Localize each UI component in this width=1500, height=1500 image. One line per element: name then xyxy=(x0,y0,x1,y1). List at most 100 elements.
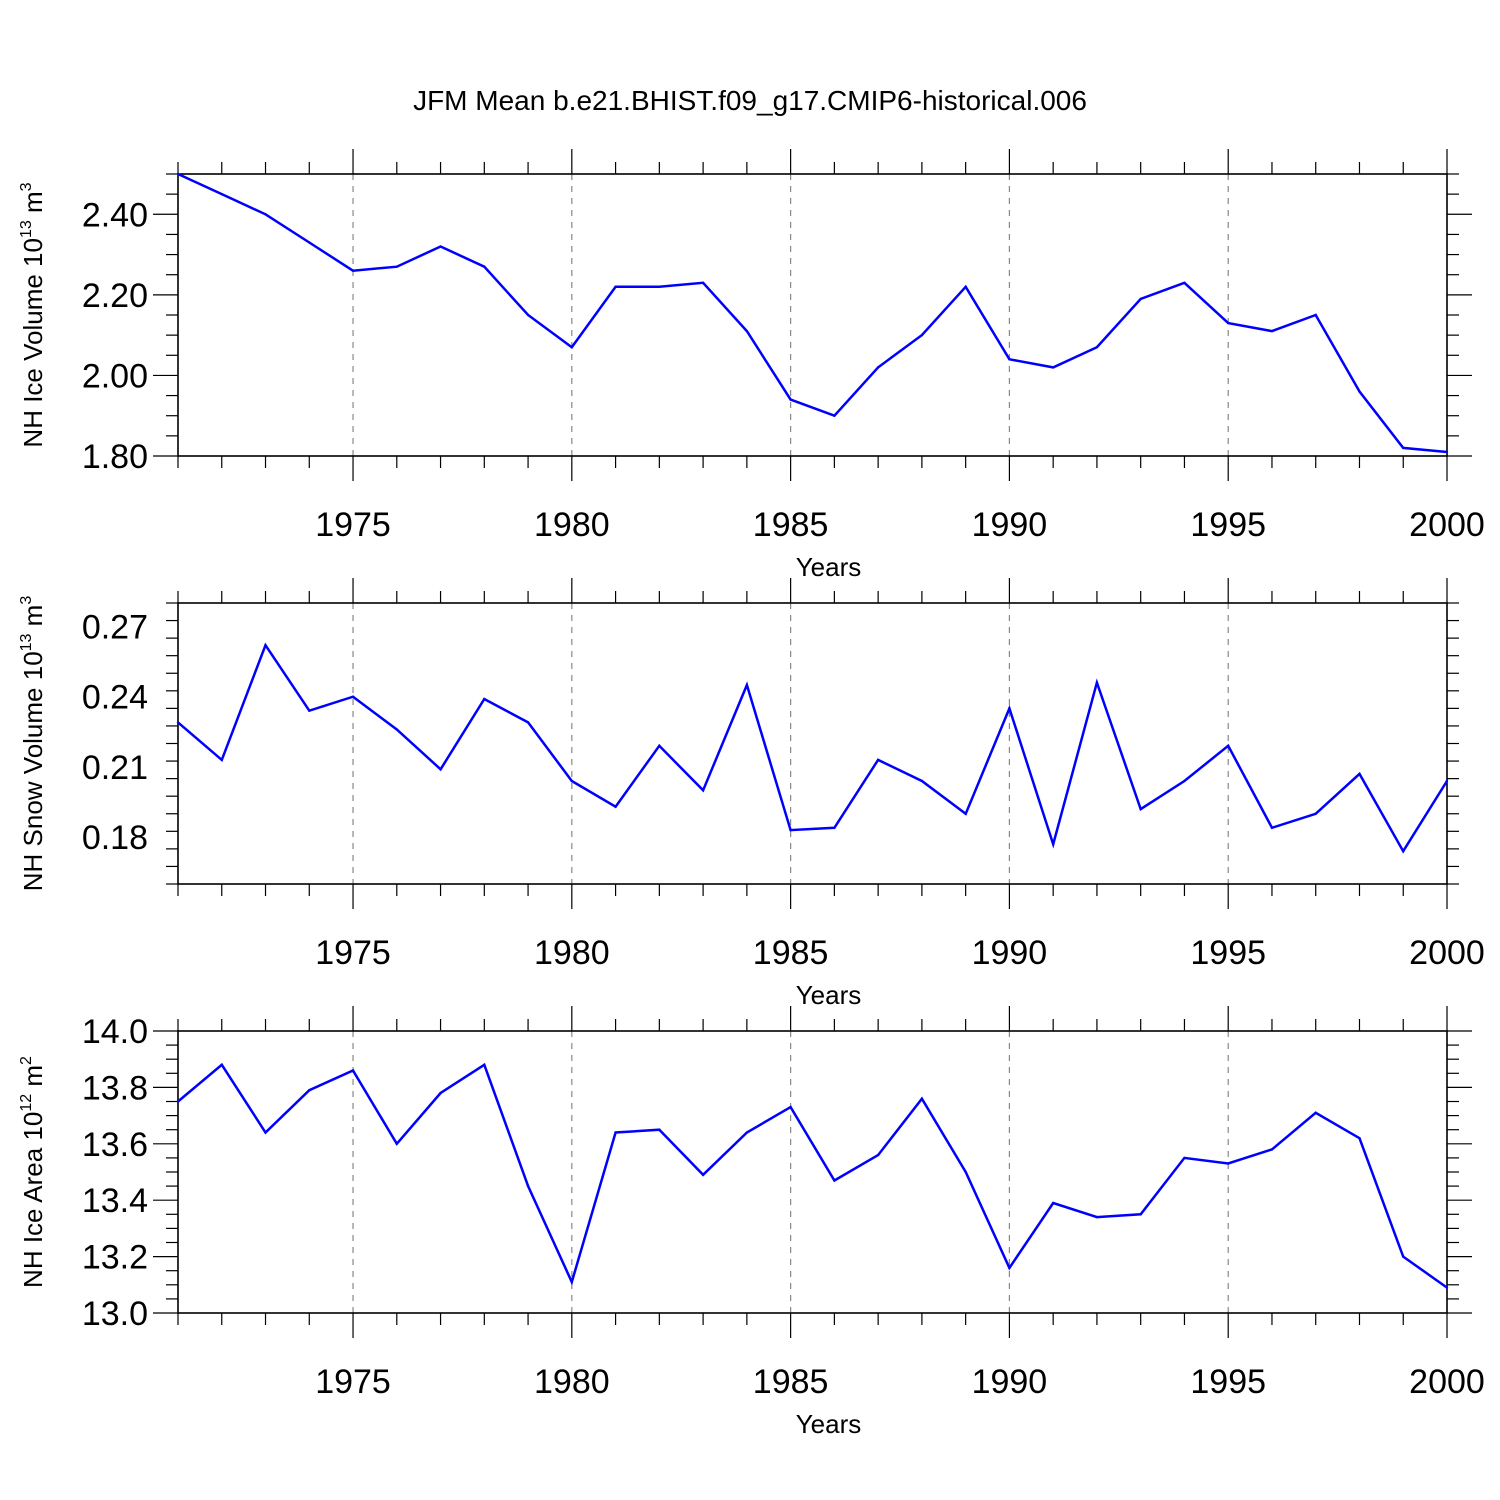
data-point xyxy=(570,346,574,349)
data-point xyxy=(658,744,661,748)
x-tick-label: 1975 xyxy=(315,1363,391,1401)
y-tick-label: 0.27 xyxy=(82,608,148,646)
data-point xyxy=(1227,1162,1230,1165)
y-axis-label-unit: m xyxy=(18,191,48,220)
x-tick-label: 1995 xyxy=(1190,934,1266,972)
y-axis-label: NH Ice Area 1012 m2 xyxy=(18,1056,48,1288)
y-axis-label-unit-exponent: 3 xyxy=(18,182,35,191)
data-point xyxy=(439,1091,442,1095)
data-point xyxy=(920,1097,924,1100)
y-tick-label: 2.00 xyxy=(82,357,148,395)
data-point xyxy=(1358,390,1361,393)
data-point xyxy=(1008,358,1011,361)
x-tick-label: 1995 xyxy=(1190,506,1266,544)
data-point xyxy=(1445,1286,1449,1289)
x-axis-label: Years xyxy=(796,552,862,582)
data-point xyxy=(789,828,792,832)
data-point xyxy=(220,192,223,196)
data-point xyxy=(439,768,442,771)
data-point xyxy=(1008,1266,1011,1270)
series-line-1 xyxy=(177,642,1449,854)
data-point xyxy=(789,398,792,401)
y-axis-label-main: NH Ice Area 10 xyxy=(18,1112,48,1288)
data-point xyxy=(614,285,617,288)
y-tick-label: 2.40 xyxy=(82,196,148,234)
data-point xyxy=(1270,329,1274,333)
data-point xyxy=(483,697,486,701)
data-point xyxy=(614,805,617,808)
data-point xyxy=(701,1173,705,1177)
data-point xyxy=(1095,681,1099,684)
data-point xyxy=(1008,707,1011,710)
data-point xyxy=(176,172,180,176)
data-point xyxy=(833,826,836,829)
data-point xyxy=(1183,779,1186,783)
y-tick-label: 13.6 xyxy=(82,1126,148,1164)
data-point xyxy=(483,1063,486,1067)
data-point xyxy=(1183,281,1186,284)
y-axis-label-exponent: 13 xyxy=(18,220,35,238)
x-tick-label: 1980 xyxy=(534,934,610,972)
y-axis-label: NH Snow Volume 1013 m3 xyxy=(18,596,48,892)
data-point xyxy=(308,241,311,244)
data-point xyxy=(658,1128,661,1131)
data-point xyxy=(1270,826,1274,829)
data-point xyxy=(876,758,880,762)
data-point xyxy=(701,789,705,792)
x-tick-label: 2000 xyxy=(1409,1363,1485,1401)
y-tick-label: 13.2 xyxy=(82,1239,148,1277)
chart-panel-3: 13.0 13.2 13.4 13.6 13.8 14.0 1975 1980 1985 1990… xyxy=(18,1006,1485,1439)
y-axis-label: NH Ice Volume 1013 m3 xyxy=(18,182,48,447)
data-point xyxy=(526,721,530,724)
series-line-1 xyxy=(177,172,1448,454)
data-point xyxy=(1051,842,1055,846)
chart-panel-1: 1.80 2.00 2.20 2.40 1975 1980 1985 1990 1995 2000… xyxy=(18,149,1485,582)
data-point xyxy=(658,285,661,288)
y-tick-label: 1.80 xyxy=(82,438,148,476)
y-axis-label-unit-exponent: 2 xyxy=(18,1056,35,1065)
x-axis-label: Years xyxy=(796,1409,862,1439)
data-point xyxy=(1051,366,1055,369)
data-point xyxy=(964,1170,967,1174)
x-tick-label: 1990 xyxy=(972,1363,1048,1401)
data-point xyxy=(1402,850,1405,853)
x-tick-label: 1990 xyxy=(972,506,1048,544)
data-point xyxy=(395,1142,398,1146)
data-point xyxy=(220,758,223,762)
data-point xyxy=(701,281,705,284)
data-point xyxy=(614,1131,617,1134)
panels: 1.80 2.00 2.20 2.40 1975 1980 1985 1990 1995 2000… xyxy=(18,149,1485,1439)
data-point xyxy=(876,1153,880,1157)
data-point xyxy=(1358,772,1361,776)
data-point xyxy=(220,1063,223,1067)
data-point xyxy=(308,709,311,712)
y-axis-label-main: NH Ice Volume 10 xyxy=(18,238,48,448)
y-tick-label: 2.20 xyxy=(82,277,148,315)
data-point xyxy=(1095,346,1099,349)
y-tick-label: 0.24 xyxy=(82,679,148,717)
plot-frame xyxy=(177,1030,1448,1314)
data-point xyxy=(1314,1111,1317,1114)
data-point xyxy=(483,265,486,268)
y-axis-label-exponent: 12 xyxy=(18,1094,35,1112)
data-point xyxy=(920,333,924,337)
data-point xyxy=(789,1105,792,1109)
y-axis-label-main: NH Snow Volume 10 xyxy=(18,651,48,891)
data-point xyxy=(395,728,398,731)
x-tick-label: 1995 xyxy=(1190,1363,1266,1401)
y-tick-label: 0.18 xyxy=(82,819,148,857)
data-point xyxy=(395,265,398,268)
data-point xyxy=(833,414,836,417)
x-tick-label: 2000 xyxy=(1409,934,1485,972)
data-point xyxy=(1314,812,1317,815)
data-point xyxy=(1227,744,1230,748)
data-point xyxy=(1402,1255,1405,1258)
data-point xyxy=(1314,313,1317,317)
x-tick-label: 1975 xyxy=(315,934,391,972)
y-tick-label: 13.0 xyxy=(82,1295,148,1333)
x-tick-label: 1980 xyxy=(534,506,610,544)
data-point xyxy=(1227,321,1230,325)
data-point xyxy=(308,1089,311,1092)
data-point xyxy=(264,213,267,216)
y-axis-label-unit: m xyxy=(18,605,48,634)
